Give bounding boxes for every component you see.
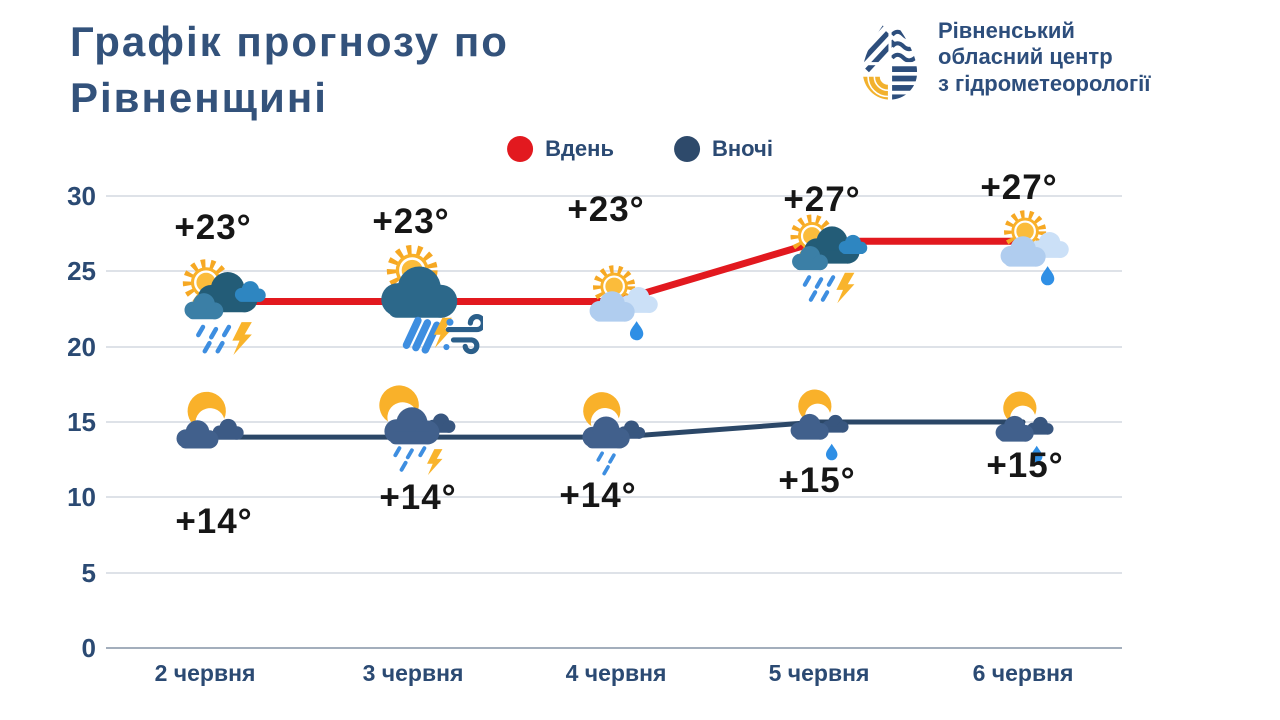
org-name-line: обласний центр xyxy=(938,44,1113,70)
y-axis-tick-label: 10 xyxy=(67,482,96,513)
sun-clouds-rain-lightning-icon xyxy=(165,250,273,358)
sun-light-cloud-raindrop-icon xyxy=(980,198,1078,296)
org-name-line: Рівненський xyxy=(938,18,1075,43)
org-name-line: з гідрометеорології xyxy=(938,70,1151,96)
gridline xyxy=(106,496,1122,499)
sun-cloud-heavy-rain-lightning-wind-icon xyxy=(365,242,483,360)
legend-label-night: Вночі xyxy=(711,136,773,161)
night-temp-label: +14° xyxy=(379,478,457,518)
y-axis-tick-label: 25 xyxy=(67,256,96,287)
night-temp-label: +15° xyxy=(986,446,1064,486)
legend-label-day: Вдень xyxy=(545,136,614,161)
droplet-logo-icon xyxy=(862,18,918,100)
gridline xyxy=(106,270,1122,273)
moon-cloud-raindrop-icon xyxy=(771,381,863,473)
day-temp-label: +23° xyxy=(174,208,252,248)
day-series-dot-icon xyxy=(507,136,534,162)
gridline xyxy=(106,195,1122,197)
legend-item-day: Вдень xyxy=(507,136,614,162)
gridline xyxy=(106,647,1122,650)
legend: Вдень Вночі xyxy=(507,136,773,162)
day-temp-label: +27° xyxy=(980,168,1058,208)
moon-clouds-icon xyxy=(161,381,257,477)
org-name: Рівненський обласний центр з гідрометеор… xyxy=(938,12,1150,97)
x-axis-label-date: 6 червня xyxy=(972,660,1074,686)
y-axis-tick-label: 5 xyxy=(81,557,96,588)
y-axis-tick-label: 0 xyxy=(81,633,96,664)
day-temp-label: +23° xyxy=(372,202,450,242)
y-axis-tick-label: 30 xyxy=(67,181,96,211)
y-axis-tick-label: 15 xyxy=(67,407,96,438)
day-temp-label: +27° xyxy=(783,180,861,220)
x-axis-label-date: 4 червня xyxy=(565,660,667,686)
night-series-dot-icon xyxy=(673,136,700,162)
gridline xyxy=(106,345,1122,348)
night-temp-label: +14° xyxy=(175,502,253,542)
night-temp-label: +15° xyxy=(778,461,856,501)
x-axis-label-date: 2 червня xyxy=(154,660,256,686)
night-temp-label: +14° xyxy=(559,476,637,516)
moon-clouds-rain-icon xyxy=(561,386,659,484)
moon-clouds-rain-lightning-icon xyxy=(362,381,466,485)
day-temp-label: +23° xyxy=(567,190,645,230)
y-axis-tick-label: 20 xyxy=(67,331,96,362)
hydromet-logo: Рівненський обласний центр з гідрометеор… xyxy=(856,12,1150,108)
gridline xyxy=(106,571,1122,574)
sun-light-cloud-raindrop-icon xyxy=(569,253,667,351)
sun-clouds-rain-lightning-icon xyxy=(774,206,874,306)
x-axis-label-date: 3 червня xyxy=(362,660,464,686)
x-axis-label-date: 5 червня xyxy=(768,660,870,686)
page-title: Графік прогнозу по Рівненщині xyxy=(70,18,509,121)
legend-item-night: Вночі xyxy=(673,136,773,162)
